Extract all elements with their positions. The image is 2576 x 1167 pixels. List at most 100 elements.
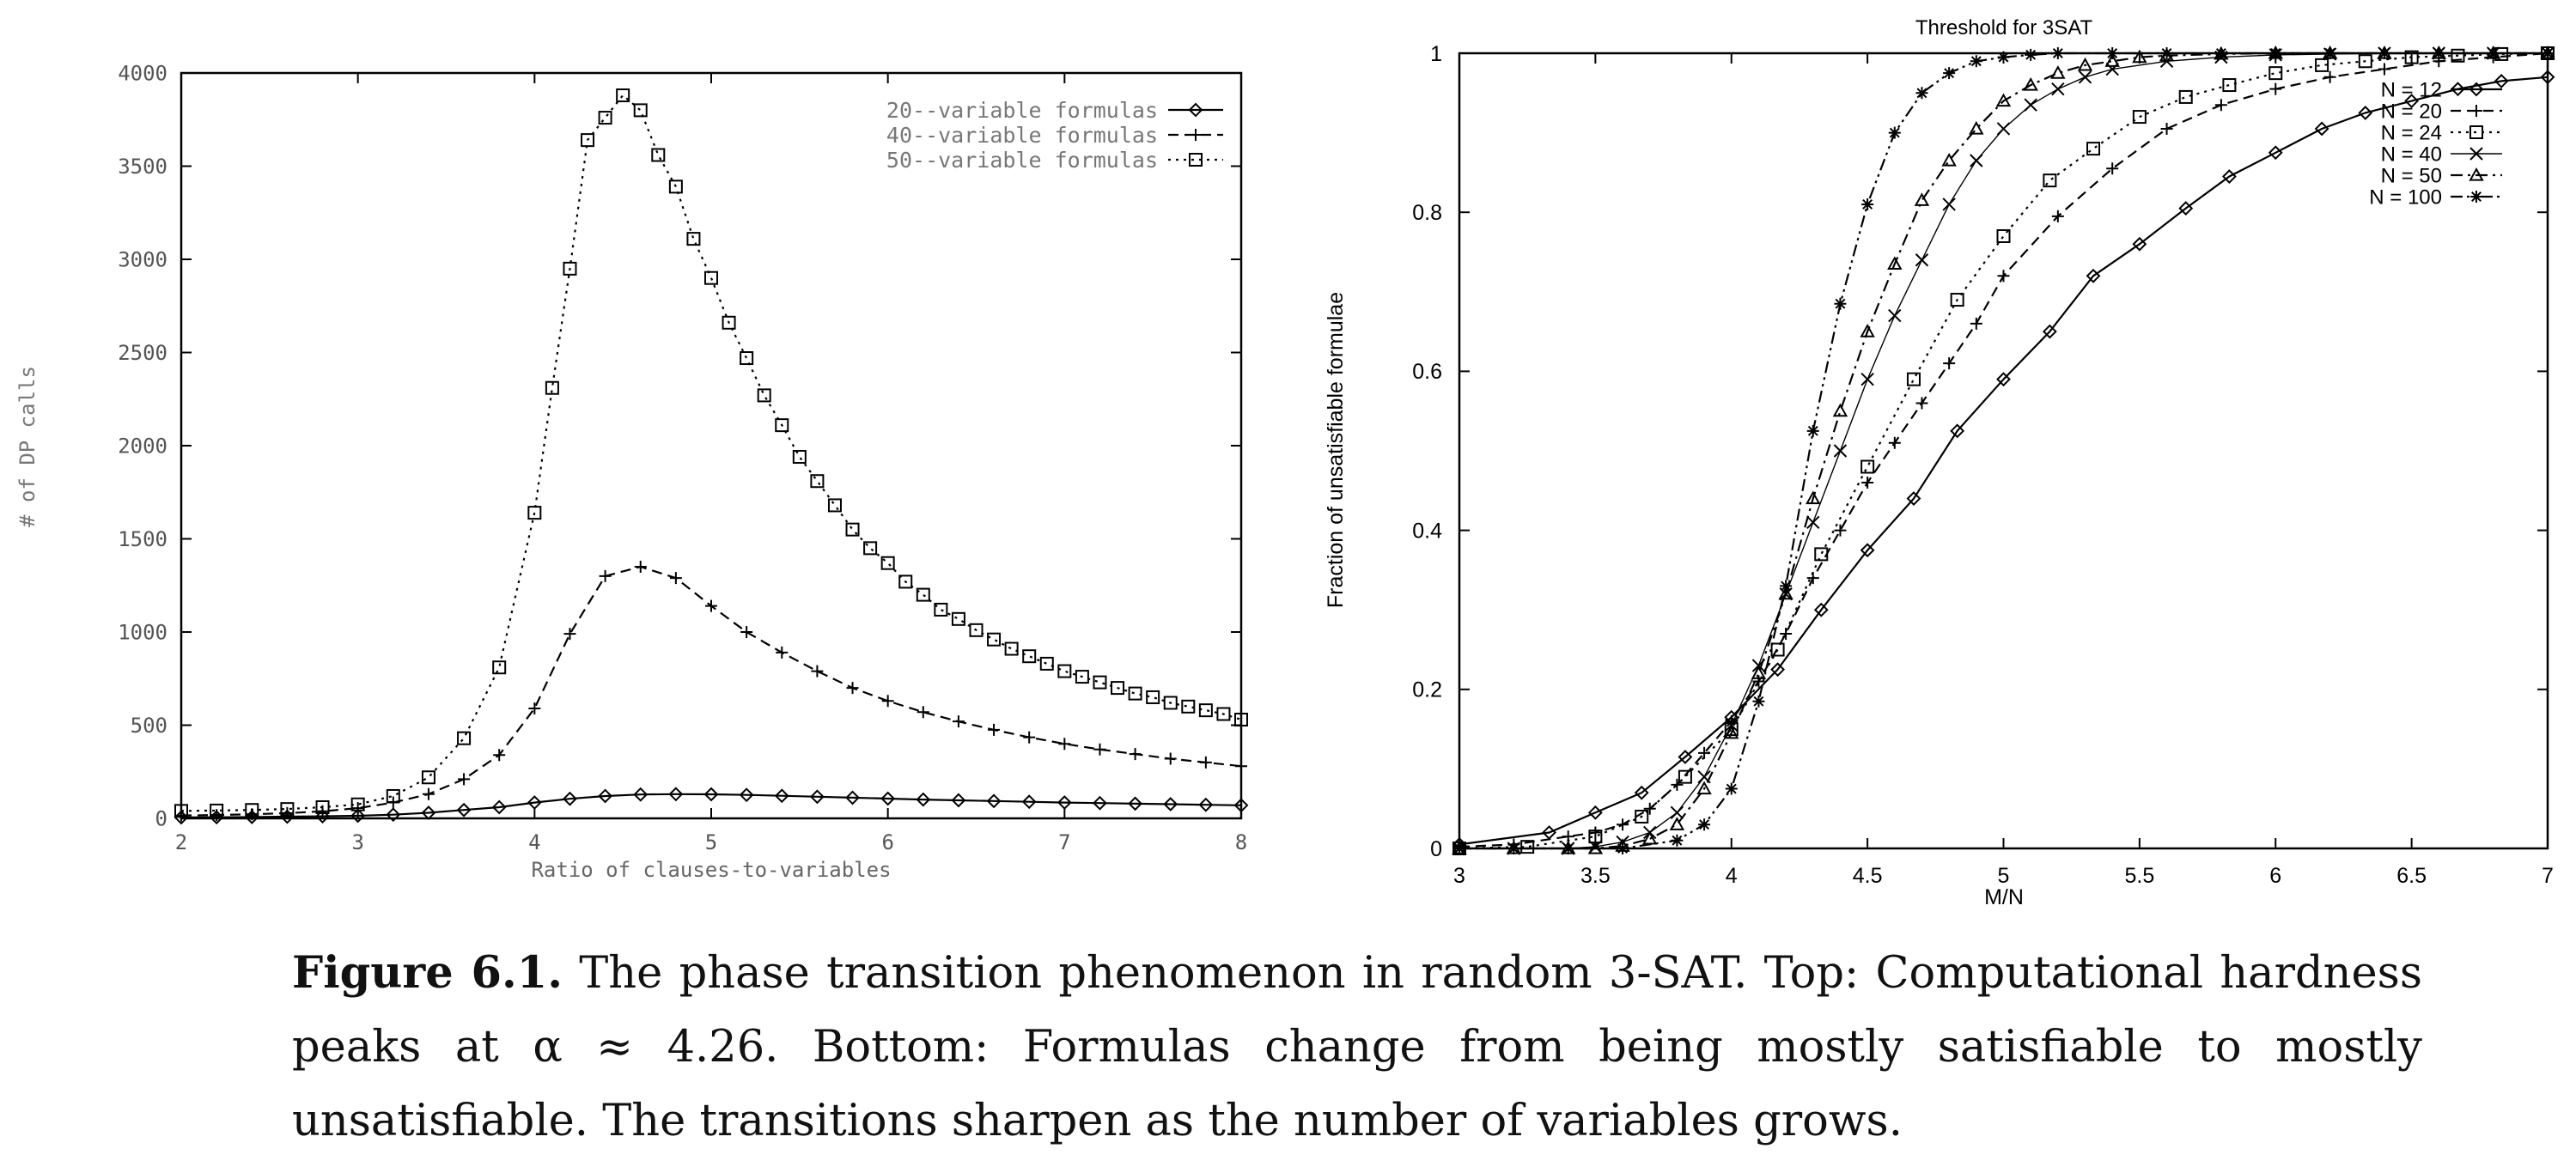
data-point	[881, 695, 894, 708]
data-point	[740, 626, 753, 638]
figure-caption: Figure 6.1. The phase transition phenome…	[292, 936, 2422, 1158]
data-point	[739, 787, 754, 803]
data-point	[1770, 662, 1786, 678]
data-point	[616, 88, 630, 103]
data-point	[1997, 51, 2010, 64]
data-point	[1860, 459, 1875, 474]
data-point	[1128, 796, 1143, 811]
x-axis-label: M/N	[1984, 885, 2024, 909]
data-point	[1943, 357, 1956, 370]
data-point	[722, 315, 736, 330]
data-point	[598, 111, 612, 125]
data-point	[598, 788, 613, 804]
data-point	[1806, 424, 1819, 437]
data-point	[1725, 782, 1738, 795]
data-point	[528, 702, 541, 714]
data-point	[1778, 586, 1793, 600]
data-point	[1057, 664, 1072, 678]
series-line	[1459, 52, 2549, 850]
data-point	[703, 787, 719, 802]
legend-marker	[2469, 167, 2484, 181]
data-point	[1970, 317, 1982, 330]
y-tick-label: 1500	[118, 527, 167, 551]
data-point	[2132, 110, 2147, 125]
data-point	[422, 787, 435, 800]
data-point	[2221, 169, 2237, 184]
data-point	[1039, 656, 1054, 671]
data-point	[1058, 738, 1071, 751]
data-point	[2404, 94, 2420, 108]
x-tick-label: 2	[175, 830, 187, 854]
data-point	[1834, 297, 1847, 310]
data-point	[210, 803, 224, 818]
data-point	[1861, 198, 1874, 210]
data-point	[2358, 106, 2373, 120]
data-point	[1164, 752, 1177, 765]
data-point	[2051, 210, 2064, 222]
data-point	[1004, 641, 1019, 656]
legend-label: 50--variable formulas	[886, 148, 1158, 173]
data-point	[280, 802, 295, 817]
y-tick-label: 500	[131, 714, 167, 738]
legend-marker	[1188, 102, 1203, 118]
data-point	[1643, 802, 1656, 815]
data-point	[880, 791, 896, 806]
data-point	[545, 380, 559, 395]
data-point	[669, 572, 682, 585]
data-point	[1520, 840, 1535, 854]
data-point	[952, 715, 965, 728]
data-point	[827, 498, 842, 513]
data-point	[457, 731, 472, 745]
data-point	[2222, 78, 2237, 93]
data-point	[1198, 703, 1213, 718]
data-point	[281, 806, 294, 819]
x-tick-label: 3	[351, 830, 363, 854]
legend-label: N = 50	[2381, 164, 2442, 187]
data-point	[1198, 797, 1214, 812]
data-point	[1888, 308, 1902, 323]
data-point	[1093, 795, 1107, 811]
y-tick-label: 2000	[118, 434, 167, 458]
legend-label: 40--variable formulas	[886, 123, 1158, 148]
data-point	[456, 802, 472, 818]
data-point	[315, 809, 330, 824]
data-point	[1199, 756, 1212, 769]
data-point	[2086, 142, 2101, 156]
y-tick-label: 2500	[118, 341, 167, 365]
data-point	[951, 611, 965, 626]
data-point	[1950, 423, 1965, 439]
data-point	[2358, 54, 2372, 69]
data-point	[811, 665, 824, 678]
chart-title: Threshold for 3SAT	[1915, 16, 2093, 40]
data-point	[916, 792, 931, 807]
data-point	[2132, 49, 2147, 64]
y-tick-label: 0	[155, 806, 167, 830]
data-point	[1970, 55, 1982, 68]
data-point	[1216, 707, 1231, 721]
y-tick-label: 0.6	[1412, 360, 1442, 384]
data-point	[2268, 145, 2283, 161]
data-point	[1806, 515, 1820, 530]
data-point	[1146, 690, 1160, 704]
data-point	[2404, 50, 2419, 64]
data-point	[1128, 686, 1142, 701]
data-point	[1751, 666, 1767, 679]
data-point	[1678, 769, 1692, 784]
legend-marker	[2469, 125, 2483, 139]
data-point	[386, 807, 401, 823]
data-point	[1617, 818, 1629, 831]
series-diamond	[174, 787, 1249, 825]
data-point	[1181, 699, 1196, 714]
x-tick-label: 6.5	[2396, 864, 2427, 888]
data-point	[245, 803, 259, 818]
x-tick-label: 6	[2269, 864, 2281, 888]
data-point	[1780, 580, 1793, 593]
series-line	[1459, 76, 2549, 846]
x-tick-label: 5	[705, 830, 717, 854]
legend-label: 20--variable formulas	[886, 98, 1158, 123]
data-point	[1093, 743, 1106, 756]
y-tick-label: 3000	[118, 247, 167, 271]
data-point	[2050, 65, 2066, 79]
y-tick-label: 1	[1430, 42, 1442, 66]
legend-label: N = 24	[2381, 121, 2442, 144]
